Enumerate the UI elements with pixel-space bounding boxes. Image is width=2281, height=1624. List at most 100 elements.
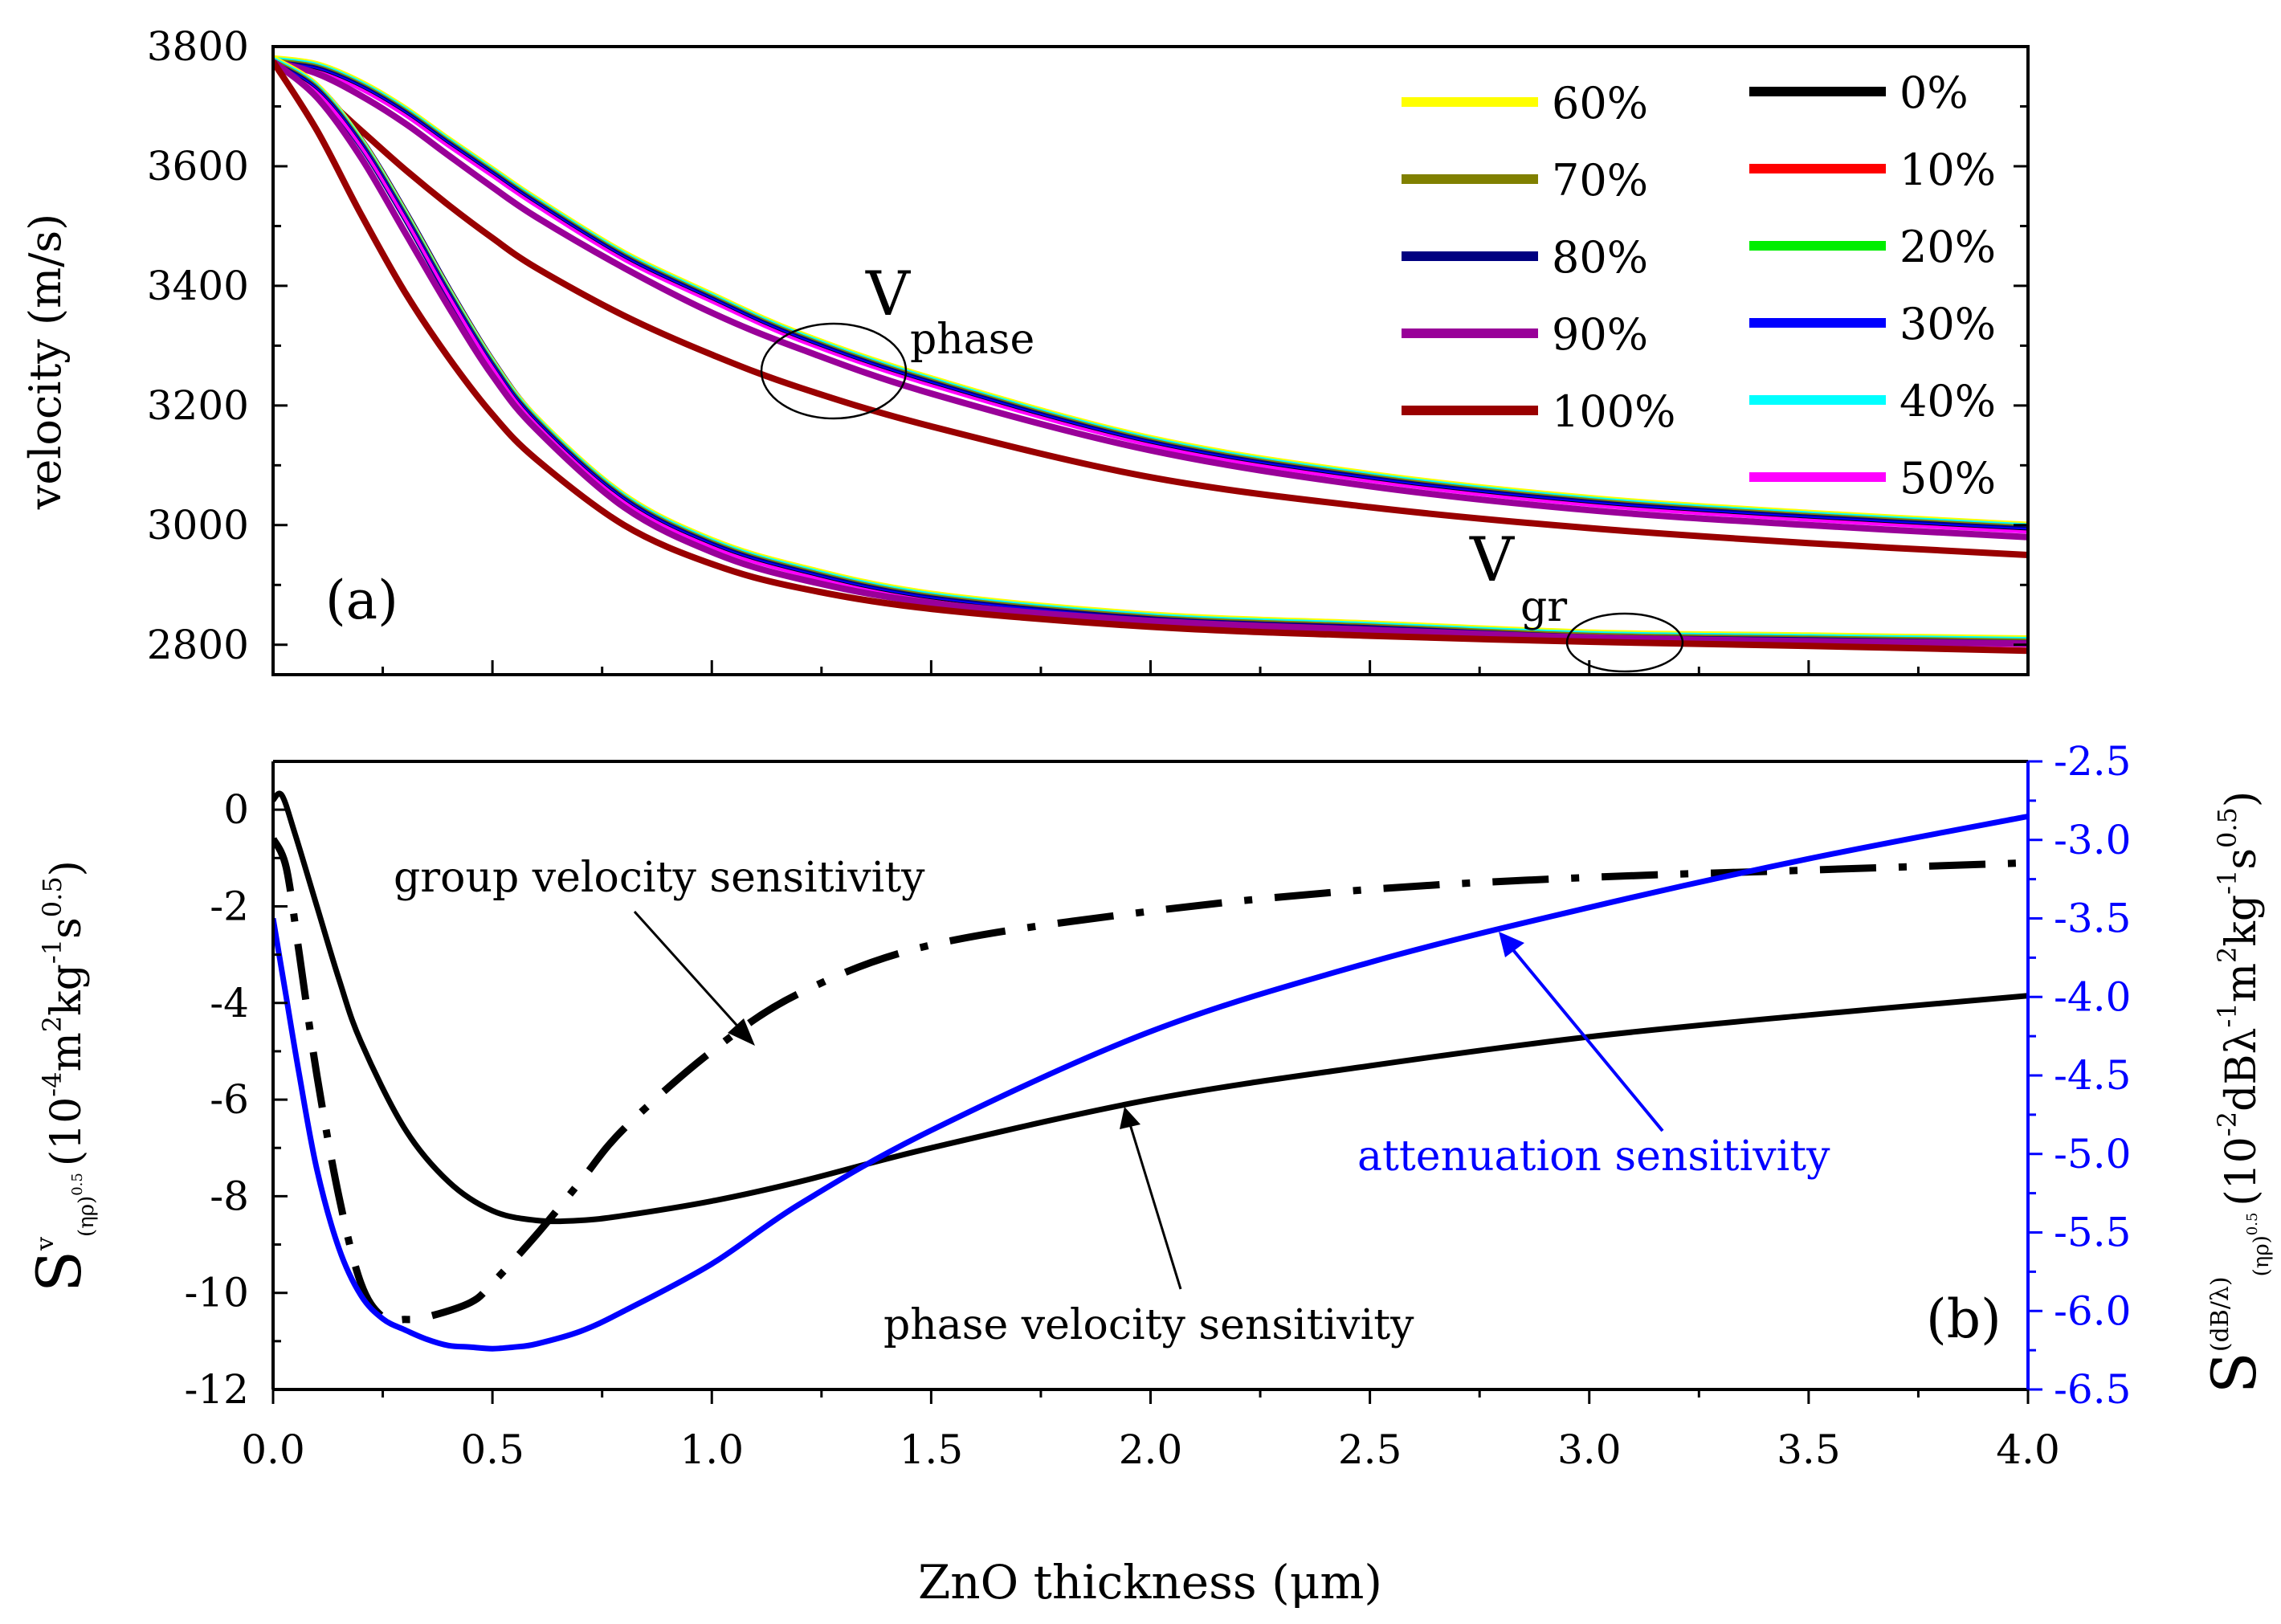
sa-unit-kg-exp: -1 bbox=[2212, 870, 2242, 895]
a-series-3-base bbox=[273, 57, 2028, 647]
x-tick-label-0.5: 0.5 bbox=[460, 1426, 524, 1473]
sv-close: ) bbox=[43, 860, 91, 876]
b-ytick-label--4: -4 bbox=[210, 980, 249, 1026]
panel-b-series-group bbox=[273, 790, 2028, 1352]
x-tick-label-1.5: 1.5 bbox=[900, 1426, 964, 1473]
a-series-3-line-6 bbox=[273, 63, 2028, 647]
x-tick-label-2.5: 2.5 bbox=[1338, 1426, 1402, 1473]
panel-b-chart: -12-10-8-6-4-20-6.5-6.0-5.5-5.0-4.5-4.0-… bbox=[23, 738, 2274, 1473]
sv-unit-s-exp: 0.5 bbox=[37, 876, 67, 917]
a-ytick-label-3200: 3200 bbox=[147, 382, 249, 429]
legend-label-80%: 80% bbox=[1552, 232, 1648, 283]
phase-velocity-annotation: phase velocity sensitivity bbox=[883, 1301, 1414, 1349]
x-tick-label-1.0: 1.0 bbox=[679, 1426, 744, 1473]
b-ytick-label--6: -6 bbox=[210, 1076, 249, 1123]
x-tick-label-4.0: 4.0 bbox=[1996, 1426, 2060, 1473]
a-series-1 bbox=[273, 58, 2028, 541]
v-group-ellipse bbox=[1565, 612, 1684, 673]
a-series-2 bbox=[273, 59, 2028, 558]
a-ytick-label-3600: 3600 bbox=[147, 143, 249, 190]
sa-unit-m-exp: 2 bbox=[2212, 947, 2242, 963]
x-tick-label-3.0: 3.0 bbox=[1557, 1426, 1622, 1473]
sv-unit-kg: kg bbox=[43, 964, 91, 1016]
b-y2tick-label--5.5: -5.5 bbox=[2054, 1210, 2131, 1256]
sa-sup: (dB/λ) bbox=[2206, 1276, 2234, 1352]
panel-a-series-group bbox=[273, 55, 2028, 655]
legend-label-10%: 10% bbox=[1899, 145, 1996, 195]
legend-label-60%: 60% bbox=[1552, 78, 1648, 129]
b-y2tick-label--4.5: -4.5 bbox=[2054, 1052, 2131, 1099]
sv-unit-kg-exp: -1 bbox=[37, 939, 67, 964]
legend-label-40%: 40% bbox=[1899, 376, 1996, 426]
attenuation-annotation-arrow-line bbox=[1508, 945, 1664, 1132]
b-ytick-label-0: 0 bbox=[223, 786, 249, 833]
x-tick-label-2.0: 2.0 bbox=[1119, 1426, 1183, 1473]
legend-label-0%: 0% bbox=[1899, 67, 1969, 118]
panel-a-label: (a) bbox=[325, 569, 398, 631]
sv-subsup: 0.5 bbox=[69, 1173, 86, 1196]
phase-annotation-arrowhead bbox=[1120, 1107, 1140, 1129]
legend-label-100%: 100% bbox=[1552, 386, 1675, 437]
x-tick-label-3.5: 3.5 bbox=[1777, 1426, 1841, 1473]
legend-label-20%: 20% bbox=[1899, 222, 1996, 272]
sa-unit-exp: -2 bbox=[2212, 1112, 2242, 1136]
b-series-group-velocity-sensitivity bbox=[273, 837, 2028, 1324]
sa-unit-db: dBλ bbox=[2218, 1027, 2266, 1111]
legend-label-90%: 90% bbox=[1552, 309, 1648, 360]
panel-b-right-y-axis-label: S(dB/λ)(ηρ)0.5(10-2dBλ-1m2kg-1s0.5) bbox=[2198, 791, 2274, 1393]
legend-label-70%: 70% bbox=[1552, 155, 1648, 206]
sv-unit-s: s bbox=[43, 917, 91, 939]
sv-unit: (10 bbox=[43, 1097, 91, 1166]
a-series-3-line-5 bbox=[273, 63, 2028, 647]
b-y2tick-label--3.0: -3.0 bbox=[2054, 817, 2131, 863]
panel-a-y-axis-label: velocity (m/s) bbox=[20, 214, 71, 510]
b-y2tick-label--2.5: -2.5 bbox=[2054, 738, 2131, 785]
a-ytick-label-3400: 3400 bbox=[147, 263, 249, 309]
a-ytick-label-3000: 3000 bbox=[147, 502, 249, 549]
x-axis-title: ZnO thickness (μm) bbox=[918, 1555, 1382, 1610]
attenuation-annotation: attenuation sensitivity bbox=[1357, 1132, 1830, 1181]
a-series-3-line-0 bbox=[273, 55, 2028, 639]
a-series-0-line-6 bbox=[273, 63, 2028, 534]
sv-sub: (ηρ) bbox=[75, 1196, 99, 1237]
b-series-attenuation-sensitivity bbox=[273, 813, 2028, 1352]
b-y2tick-label--5.0: -5.0 bbox=[2054, 1131, 2131, 1177]
sv-unit-m: m bbox=[43, 1032, 91, 1071]
sv-unit-m-exp: 2 bbox=[37, 1016, 67, 1032]
a-series-0-line-1 bbox=[273, 56, 2028, 527]
b-y2tick-label--4.0: -4.0 bbox=[2054, 973, 2131, 1020]
svg-text:Sv(ηρ)0.5(10-4m2kg-1s0.5): Sv(ηρ)0.5(10-4m2kg-1s0.5) bbox=[23, 860, 99, 1292]
group-annotation-arrow-line bbox=[633, 910, 745, 1034]
panel-b-axes: -12 -10 -8 -6 -4 -2 0 -6.5 -6.0 -5.5 -5.0 -4.5 -4.0 -… bbox=[184, 738, 2131, 1473]
a-series-4 bbox=[273, 59, 2028, 647]
b-ytick-label--10: -10 bbox=[184, 1270, 249, 1316]
b-y2tick-label--3.5: -3.5 bbox=[2054, 896, 2131, 942]
v-group-label: V bbox=[1469, 524, 1515, 595]
attenuation-annotation-arrowhead bbox=[1499, 932, 1524, 957]
v-phase-subscript: phase bbox=[910, 316, 1034, 364]
sa-unit-kg: kg bbox=[2218, 895, 2266, 947]
v-phase-label: V bbox=[865, 258, 911, 329]
legend: 60% 70% 80% 90% 100% 0% 10% 20% 30% 40% 50% bbox=[1402, 67, 1996, 504]
group-annotation-arrowhead bbox=[728, 1018, 755, 1046]
v-phase-ellipse bbox=[760, 322, 908, 420]
a-series-5 bbox=[273, 59, 2028, 655]
panel-b-left-y-axis-label: Sv(ηρ)0.5(10-4m2kg-1s0.5) bbox=[23, 860, 99, 1292]
panel-b-label: (b) bbox=[1926, 1288, 2001, 1350]
legend-label-30%: 30% bbox=[1899, 299, 1996, 349]
sa-close: ) bbox=[2218, 791, 2266, 807]
a-ytick-label-2800: 2800 bbox=[147, 622, 249, 668]
panel-a-axes: 2800 3000 3200 3400 3600 3800 bbox=[147, 23, 2030, 675]
legend-label-50%: 50% bbox=[1899, 453, 1996, 504]
sa-unit: (10 bbox=[2218, 1136, 2266, 1206]
b-y2tick-label--6.0: -6.0 bbox=[2054, 1287, 2131, 1334]
a-ytick-label-3800: 3800 bbox=[147, 23, 249, 70]
svg-text:S(dB/λ)(ηρ)0.5(10-2dBλ-1m2kg-1: S(dB/λ)(ηρ)0.5(10-2dBλ-1m2kg-1s0.5) bbox=[2198, 791, 2274, 1393]
b-y2tick-label--6.5: -6.5 bbox=[2054, 1366, 2131, 1413]
sa-unit-db-exp: -1 bbox=[2212, 1002, 2242, 1027]
sv-unit-exp: -4 bbox=[37, 1072, 67, 1097]
a-series-3-line-3 bbox=[273, 59, 2028, 643]
a-series-3-line-1 bbox=[273, 56, 2028, 640]
b-ytick-label--12: -12 bbox=[184, 1366, 249, 1413]
